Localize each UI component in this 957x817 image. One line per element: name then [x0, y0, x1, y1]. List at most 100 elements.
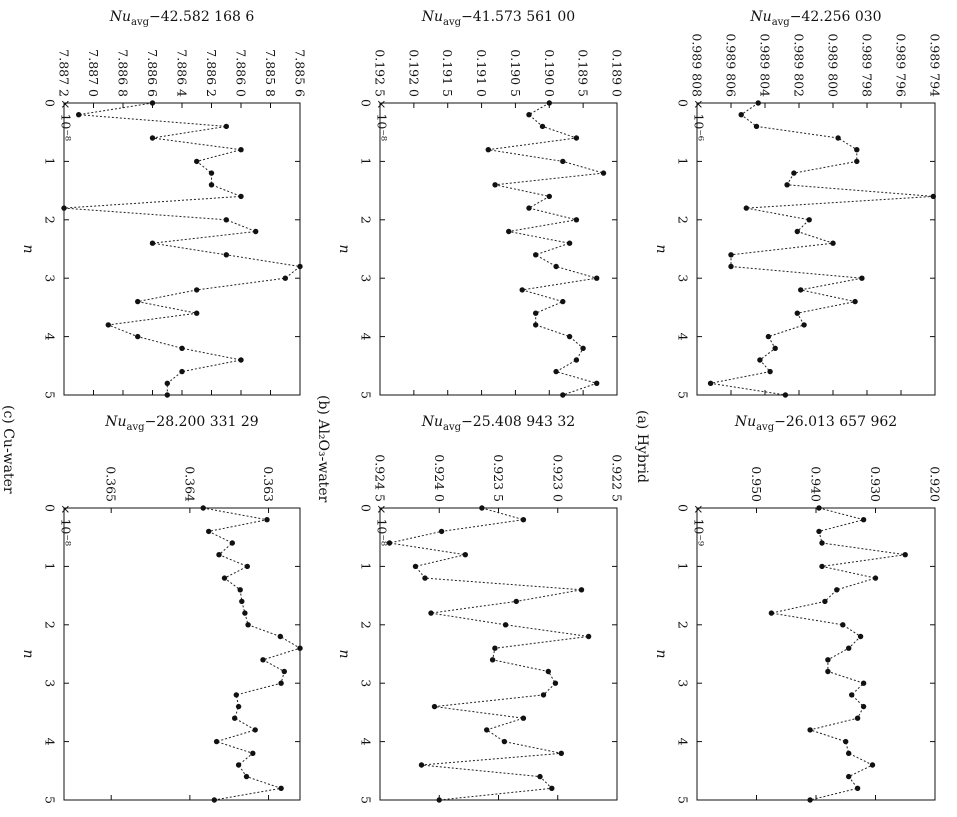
- value-tick-label: 0.989 796: [894, 33, 909, 97]
- title-nu: Nu: [104, 414, 126, 430]
- data-point: [794, 228, 800, 235]
- exponent-label: × 10⁻⁸: [375, 99, 390, 141]
- title-value: −42.256 030: [790, 9, 882, 25]
- panel-title: Nuavg−41.573 561 00: [421, 9, 575, 28]
- data-point: [784, 182, 790, 188]
- data-point: [485, 147, 491, 153]
- n-tick-label: 3: [359, 274, 374, 282]
- data-point: [546, 100, 552, 106]
- value-tick-label: 7.885 8: [263, 49, 278, 97]
- data-point: [233, 692, 239, 698]
- value-tick-label: 0.190 0: [542, 49, 557, 97]
- n-tick-label: 2: [43, 216, 58, 224]
- panel-title: Nuavg−42.582 168 6: [109, 9, 255, 28]
- series-line: [63, 102, 302, 395]
- data-point: [135, 333, 141, 340]
- value-tick-label: 0.189 0: [610, 49, 625, 97]
- series-line: [710, 102, 934, 396]
- panel-title: Nuavg−42.256 030: [749, 9, 881, 28]
- data-point: [489, 657, 496, 663]
- data-point: [211, 797, 217, 803]
- data-point: [794, 310, 800, 316]
- data-point: [573, 357, 580, 363]
- data-point: [857, 633, 864, 640]
- title-subscript: avg: [443, 422, 462, 433]
- data-point: [533, 252, 539, 258]
- data-point: [566, 240, 573, 246]
- data-point: [540, 692, 547, 698]
- n-tick-label: 2: [359, 216, 374, 224]
- exponent-label: × 10⁻⁸: [59, 99, 74, 141]
- data-point: [206, 528, 212, 535]
- chart-panel-d: 0.920 0.930 0.940 0.950 0 1 2 3 4 5 n × 10⁻⁹ Nuavg−2…: [653, 414, 943, 804]
- data-point: [854, 147, 860, 153]
- n-tick-label: 5: [676, 391, 691, 399]
- data-point: [902, 552, 908, 558]
- n-tick-label: 0: [359, 99, 374, 107]
- value-tick-label: 0.365: [104, 466, 119, 502]
- value-tick-label: 0.192 0: [406, 49, 421, 97]
- data-point: [297, 645, 303, 651]
- exponent-label: × 10⁻⁸: [375, 504, 390, 546]
- data-point: [846, 645, 852, 651]
- n-tick-label: 3: [359, 679, 374, 687]
- data-point: [585, 633, 592, 640]
- n-tick-label: 4: [43, 738, 58, 746]
- exponent-label: × 10⁻⁸: [59, 504, 74, 546]
- data-point: [436, 797, 442, 803]
- data-point: [149, 100, 156, 106]
- data-point: [539, 123, 546, 130]
- title-nu: Nu: [109, 9, 131, 25]
- n-tick-label: 3: [43, 274, 58, 282]
- n-tick-label: 2: [359, 621, 374, 629]
- data-point: [492, 182, 498, 188]
- data-point: [149, 240, 156, 246]
- data-point: [253, 228, 259, 235]
- data-point: [223, 217, 229, 223]
- data-point: [277, 633, 283, 640]
- exponent-label: × 10⁻⁹: [692, 504, 707, 546]
- chart-panel-e: 0.922 5 0.923 0 0.923 5 0.924 0 0.924 5 0 1 2 3 4…: [336, 414, 625, 804]
- data-point: [743, 205, 749, 211]
- panel-caption: (c) Cu-water: [0, 405, 16, 494]
- data-point: [61, 205, 67, 211]
- data-point: [755, 100, 761, 106]
- series-line: [389, 507, 589, 801]
- data-point: [553, 263, 559, 270]
- plot-frame: [63, 507, 301, 801]
- value-tick-label: 0.950: [749, 466, 764, 502]
- value-tick-label: 0.190 5: [508, 49, 523, 97]
- n-tick-label: 1: [676, 157, 691, 165]
- title-subscript: avg: [772, 17, 791, 28]
- data-point: [801, 322, 807, 328]
- data-point: [239, 598, 245, 605]
- data-point: [297, 263, 303, 270]
- data-point: [431, 703, 438, 710]
- data-point: [580, 345, 586, 351]
- value-tick-label: 0.989 802: [792, 33, 807, 97]
- data-point: [260, 657, 266, 663]
- value-tick-label: 0.924 5: [373, 454, 388, 502]
- n-tick-label: 0: [43, 504, 58, 512]
- n-tick-label: 4: [359, 738, 374, 746]
- data-point: [216, 552, 222, 558]
- n-tick-label: 0: [359, 504, 374, 512]
- exponent-label: × 10⁻⁶: [692, 99, 707, 141]
- value-tick-label: 0.363: [261, 466, 276, 502]
- data-point: [229, 540, 235, 546]
- data-point: [462, 552, 468, 558]
- value-tick-label: 0.923 0: [550, 454, 565, 502]
- data-point: [242, 610, 248, 616]
- data-point: [526, 205, 532, 211]
- value-tick-label: 0.989 806: [724, 33, 739, 97]
- data-point: [428, 610, 434, 616]
- data-point: [238, 147, 244, 153]
- data-point: [278, 785, 284, 791]
- data-point: [501, 738, 508, 745]
- plot-frame: [379, 507, 618, 801]
- data-point: [164, 380, 170, 386]
- data-point: [208, 182, 215, 188]
- data-point: [854, 158, 860, 165]
- value-tick-label: 0.989 800: [826, 33, 841, 97]
